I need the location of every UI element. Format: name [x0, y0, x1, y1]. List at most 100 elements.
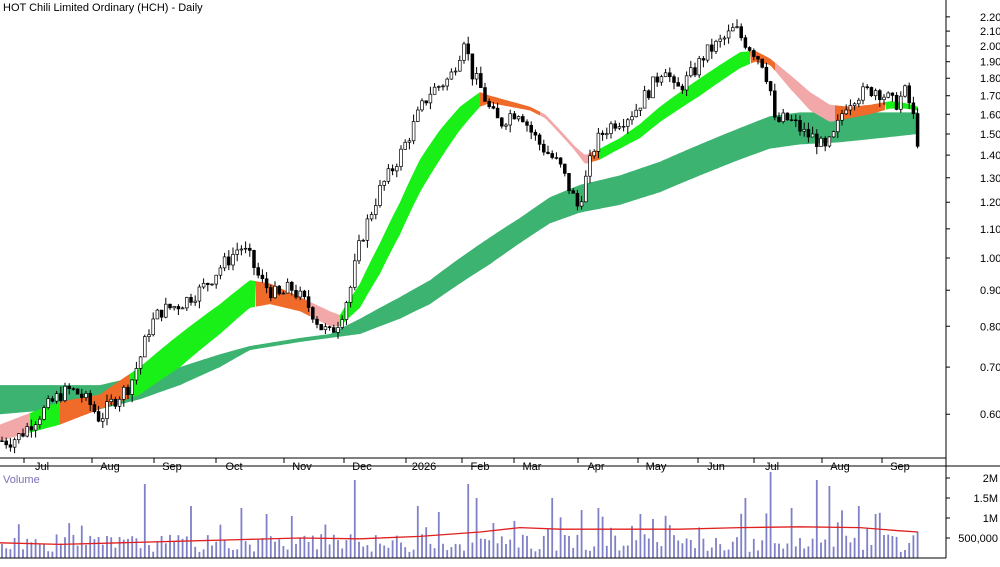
volume-bar [446, 550, 449, 558]
candle [4, 437, 8, 449]
candle [630, 111, 634, 125]
candle [588, 149, 592, 184]
candle [294, 284, 298, 300]
candle [264, 272, 269, 294]
volume-bar [673, 535, 675, 558]
volume-bar [395, 535, 398, 558]
indicator-bands [0, 50, 918, 441]
volume-bar [47, 551, 50, 558]
candle-body [197, 286, 202, 302]
volume-bar [710, 547, 713, 558]
candle-body [327, 326, 332, 328]
volume-bar [211, 545, 213, 558]
candle-body [332, 327, 336, 333]
volume-bar [152, 551, 155, 558]
volume-tick-label: 500,000 [958, 533, 998, 545]
volume-bar [534, 551, 537, 558]
volume-bar [278, 539, 281, 558]
candle [533, 129, 538, 141]
candle [185, 296, 189, 311]
candle [621, 118, 626, 132]
candle [138, 356, 143, 375]
candle-body [407, 140, 412, 143]
volume-bar [815, 480, 818, 558]
volume-bar [72, 534, 75, 558]
candle [840, 109, 844, 126]
candle [466, 36, 470, 61]
candle-body [302, 290, 307, 298]
candle-body [227, 256, 231, 266]
volume-bar [324, 524, 327, 558]
volume-bar [660, 546, 663, 558]
candle-body [848, 105, 853, 111]
volume-axis: 2M 1.5M 1M 500,000 [946, 473, 998, 545]
month-label: 2026 [412, 461, 436, 473]
volume-bar [9, 549, 12, 558]
volume-bar [429, 543, 432, 558]
volume-bar [807, 546, 810, 558]
candle-body [479, 73, 483, 88]
candle [794, 114, 798, 128]
volume-bar [5, 548, 8, 558]
volume-bar [223, 540, 226, 558]
candle-body [105, 401, 109, 419]
candle-body [365, 218, 370, 241]
candle-body [915, 113, 920, 147]
volume-bar [265, 514, 268, 558]
candle-body [180, 307, 185, 310]
candle-body [831, 131, 836, 138]
volume-bar [219, 524, 222, 558]
candle-body [71, 388, 76, 390]
candle-body [655, 76, 659, 83]
volume-bar [299, 537, 302, 558]
candle-body [684, 75, 689, 91]
candle-body [500, 117, 504, 127]
candle-body [4, 440, 8, 446]
volume-bar [404, 547, 407, 558]
volume-bar [169, 534, 171, 558]
candle-body [537, 134, 542, 145]
short-term-band-weak [540, 111, 590, 164]
candle [815, 129, 819, 155]
candle [483, 82, 487, 102]
candle [525, 119, 529, 132]
candle-body [437, 86, 441, 88]
candle-body [882, 96, 886, 101]
volume-bar [538, 549, 541, 558]
candle [521, 114, 525, 123]
volume-bar [190, 506, 192, 558]
candle-body [59, 393, 63, 401]
candle [327, 325, 332, 331]
candle-body [609, 123, 613, 134]
month-label: Nov [292, 461, 312, 473]
volume-bar [198, 551, 201, 558]
candle [857, 97, 861, 108]
candle [80, 388, 84, 403]
volume-bar [862, 549, 864, 558]
candle-body [911, 102, 916, 114]
candle [59, 386, 63, 403]
candle [424, 100, 428, 106]
short-term-band-bear [480, 92, 540, 116]
volume-bar [891, 536, 894, 558]
candle-body [752, 50, 756, 57]
volume-bar [425, 527, 428, 558]
volume-bar [786, 543, 789, 558]
volume-bar [442, 543, 444, 558]
candle [714, 39, 718, 54]
month-label: Sep [162, 461, 182, 473]
candle [726, 24, 731, 44]
candle [764, 62, 769, 85]
candle [504, 123, 508, 130]
candle-body [151, 318, 155, 336]
volume-bar [597, 508, 600, 558]
candle [374, 198, 378, 220]
volume-bar [559, 517, 562, 558]
month-label: Jun [707, 461, 725, 473]
candle-body [0, 440, 4, 442]
candle [50, 396, 55, 403]
volume-bar [433, 548, 436, 558]
volume-bar [513, 520, 516, 558]
candle [92, 401, 97, 414]
candle [693, 62, 697, 78]
